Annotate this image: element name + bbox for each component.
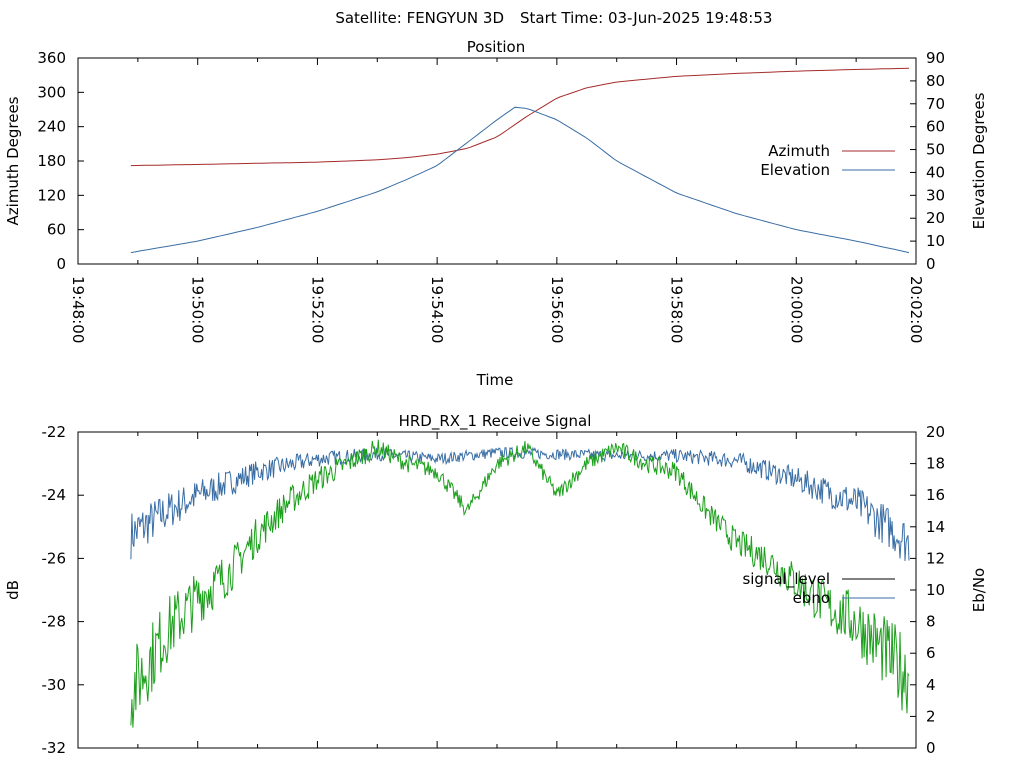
position-right-tick-label-1: 10	[926, 232, 945, 250]
position-right-tick-label-8: 80	[926, 72, 945, 90]
legend-signal-label: signal_level	[742, 570, 830, 589]
receive-right-tick-label-10: 20	[926, 423, 945, 441]
elevation-series-line	[130, 106, 910, 254]
header-satellite: Satellite: FENGYUN 3D	[335, 9, 504, 27]
receive-right-tick-label-3: 6	[926, 644, 936, 662]
receive-title: HRD_RX_1 Receive Signal	[399, 412, 592, 431]
ebno-series-line	[130, 446, 910, 562]
position-right-tick-label-9: 90	[926, 49, 945, 67]
receive-ylabel: dB	[4, 580, 22, 600]
position-x-tick-label-4: 19:56:00	[548, 276, 566, 343]
position-x-tick-label-5: 19:58:00	[668, 276, 686, 343]
receive-right-tick-label-5: 10	[926, 581, 945, 599]
receive-x-ticks	[77, 432, 917, 748]
receive-left-tick-label-1: -24	[42, 486, 67, 504]
position-right-tick-label-3: 30	[926, 186, 945, 204]
position-x-tick-label-6: 20:00:00	[787, 276, 805, 343]
receive-left-tick-label-0: -22	[42, 423, 67, 441]
receive-legend: signal_level ebno	[742, 570, 895, 607]
position-left-tick-label-2: 120	[37, 186, 66, 204]
position-x-tick-label-1: 19:50:00	[189, 276, 207, 343]
position-ylabel: Azimuth Degrees	[4, 96, 22, 225]
position-x-tick-label-2: 19:52:00	[308, 276, 326, 343]
receive-y2label: Eb/No	[970, 568, 988, 612]
receive-right-ticks: 0 2 4 6 8 10 12 14 16 18 20	[910, 423, 945, 757]
receive-right-tick-label-7: 14	[926, 518, 945, 536]
receive-left-tick-label-2: -26	[42, 549, 67, 567]
legend-ebno-label: ebno	[793, 589, 830, 607]
position-chart: Position 0 60 120 180 240 300 360 0 10 20 30 40 50 6…	[4, 38, 988, 389]
position-x-tick-label-0: 19:48:00	[69, 276, 87, 343]
position-legend: Azimuth Elevation	[760, 142, 895, 179]
receive-right-tick-label-0: 0	[926, 739, 936, 757]
position-right-tick-label-0: 0	[926, 255, 936, 273]
legend-azimuth-label: Azimuth	[768, 142, 830, 160]
position-left-tick-label-1: 60	[47, 221, 66, 239]
position-x-ticks: 19:48:00 19:50:00 19:52:00 19:54:00 19:56:00…	[69, 58, 925, 343]
receive-right-tick-label-6: 12	[926, 549, 945, 567]
receive-right-tick-label-1: 2	[926, 707, 936, 725]
position-right-ticks: 0 10 20 30 40 50 60 70 80 90	[910, 49, 945, 273]
position-left-tick-label-5: 300	[37, 83, 66, 101]
receive-left-tick-label-4: -30	[42, 676, 67, 694]
position-right-tick-label-2: 20	[926, 209, 945, 227]
receive-left-ticks: -22 -24 -26 -28 -30 -32	[42, 423, 84, 757]
position-left-tick-label-6: 360	[37, 49, 66, 67]
receive-left-tick-label-5: -32	[42, 739, 67, 757]
receive-right-tick-label-2: 4	[926, 676, 936, 694]
azimuth-series-line	[130, 67, 910, 167]
signal-green-series-line	[130, 439, 910, 728]
position-xlabel: Time	[476, 371, 514, 389]
position-x-tick-label-3: 19:54:00	[428, 276, 446, 343]
receive-left-tick-label-3: -28	[42, 613, 67, 631]
position-left-tick-label-4: 240	[37, 118, 66, 136]
receive-plot-area	[77, 431, 917, 749]
receive-right-tick-label-9: 18	[926, 455, 945, 473]
receive-right-tick-label-8: 16	[926, 486, 945, 504]
position-x-tick-label-7: 20:02:00	[907, 276, 925, 343]
legend-elevation-label: Elevation	[760, 161, 830, 179]
position-y2label: Elevation Degrees	[970, 92, 988, 229]
position-right-tick-label-5: 50	[926, 141, 945, 159]
receive-right-tick-label-4: 8	[926, 613, 936, 631]
position-right-tick-label-6: 60	[926, 118, 945, 136]
receive-signal-chart: HRD_RX_1 Receive Signal -22-24-26-28-30-…	[4, 412, 988, 757]
header-start-time: Start Time: 03-Jun-2025 19:48:53	[520, 9, 772, 27]
position-right-tick-label-7: 70	[926, 95, 945, 113]
position-title: Position	[467, 38, 525, 56]
position-left-tick-label-3: 180	[37, 152, 66, 170]
position-right-tick-label-4: 40	[926, 163, 945, 181]
position-left-tick-label-0: 0	[56, 255, 66, 273]
position-left-ticks: 0 60 120 180 240 300 360	[37, 49, 84, 273]
